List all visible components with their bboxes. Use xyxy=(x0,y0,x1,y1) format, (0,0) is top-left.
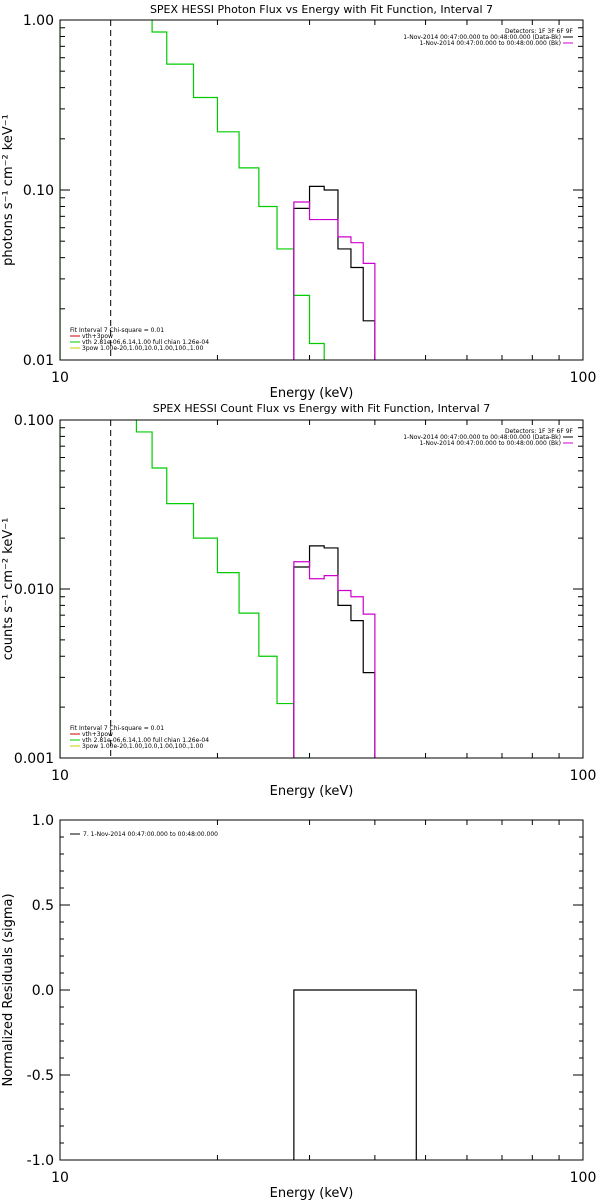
plot-frame xyxy=(59,819,584,1161)
y-axis-label: Normalized Residuals (sigma) xyxy=(1,893,16,1086)
x-tick-label: 100 xyxy=(570,370,597,386)
legend-entry-label: vth+3pow xyxy=(82,731,113,738)
series-group xyxy=(60,20,376,360)
y-axis-label: photons s⁻¹ cm⁻² keV⁻¹ xyxy=(1,114,16,266)
y-tick-label: 0.100 xyxy=(14,413,54,429)
series-step-line-0 xyxy=(60,420,311,758)
legend-header: Fit Interval 7 Chi-square = 0.01 xyxy=(70,327,164,334)
y-tick-label: -0.5 xyxy=(27,1068,54,1084)
legend-entry-label: 1-Nov-2014 00:47:00.000 to 00:48:00.000 … xyxy=(419,440,561,447)
panel-count-flux: SPEX HESSI Count Flux vs Energy with Fit… xyxy=(1,402,597,799)
y-tick-label: 0.010 xyxy=(14,582,54,598)
series-step-line-1 xyxy=(293,185,376,360)
legend-entry-label: 3pow 1.00e-20,1.00,10.0,1.00,100.,1.00 xyxy=(82,743,203,750)
series-step-line-2 xyxy=(293,201,376,360)
y-tick-label: 1.0 xyxy=(32,813,54,829)
legend-header: Detectors: 1F 3F 6F 9F xyxy=(505,428,574,435)
x-tick-label: 10 xyxy=(51,1170,69,1186)
x-tick-label: 10 xyxy=(51,768,69,784)
y-tick-label: 0.001 xyxy=(14,751,54,767)
series-group xyxy=(60,420,376,758)
legend-entry-label: vth+3pow xyxy=(82,333,113,340)
x-axis-label: Energy (keV) xyxy=(270,386,354,401)
legend-header: Detectors: 1F 3F 6F 9F xyxy=(505,28,574,35)
legend-entry-label: 1-Nov-2014 00:47:00.000 to 00:48:00.000 … xyxy=(403,434,561,441)
x-tick-label: 10 xyxy=(51,370,69,386)
series-step-line-2 xyxy=(293,561,376,758)
legend-entry-label: 1-Nov-2014 00:47:00.000 to 00:48:00.000 … xyxy=(419,40,561,47)
series-group xyxy=(293,989,417,1160)
y-tick-label: -1.0 xyxy=(27,1153,54,1169)
legend-entry-label: 3pow 1.00e-20,1.00,10.0,1.00,100.,1.00 xyxy=(82,345,203,352)
panel-photon-flux: SPEX HESSI Photon Flux vs Energy with Fi… xyxy=(1,3,597,401)
legend-header: Fit Interval 7 Chi-square = 0.01 xyxy=(70,725,164,732)
chart-title: SPEX HESSI Photon Flux vs Energy with Fi… xyxy=(150,3,493,16)
plot-frame xyxy=(59,19,584,361)
x-axis-label: Energy (keV) xyxy=(270,1186,354,1200)
plot-frame xyxy=(59,419,584,759)
y-tick-label: 0.10 xyxy=(23,183,54,199)
y-tick-label: 0.0 xyxy=(32,983,54,999)
panel-residuals: 1.0 0.5 0.0 -0.5 -1.010 100 Energy (keV) Normal… xyxy=(1,813,596,1200)
series-step-line-0 xyxy=(60,20,325,360)
legend-entry-label: 1-Nov-2014 00:47:00.000 to 00:48:00.000 … xyxy=(403,34,561,41)
series-step-line-0 xyxy=(293,989,417,1160)
x-tick-label: 100 xyxy=(570,1170,597,1186)
chart-title: SPEX HESSI Count Flux vs Energy with Fit… xyxy=(153,402,490,415)
legend-entry-label: 7. 1-Nov-2014 00:47:00.000 to 00:48:00.0… xyxy=(83,831,218,838)
x-axis-label: Energy (keV) xyxy=(270,784,354,799)
series-step-line-1 xyxy=(293,545,376,758)
legend-entry-label: vth 2.81e-06,6.14,1.00 full chian 1.26e-… xyxy=(82,737,209,744)
x-tick-label: 100 xyxy=(570,768,597,784)
y-tick-label: 0.5 xyxy=(32,898,54,914)
y-tick-label: 1.00 xyxy=(23,13,54,29)
y-tick-label: 0.01 xyxy=(23,353,54,369)
y-axis-label: counts s⁻¹ cm⁻² keV⁻¹ xyxy=(1,518,16,661)
legend-entry-label: vth 2.81e-06,6.14,1.00 full chian 1.26e-… xyxy=(82,339,209,346)
